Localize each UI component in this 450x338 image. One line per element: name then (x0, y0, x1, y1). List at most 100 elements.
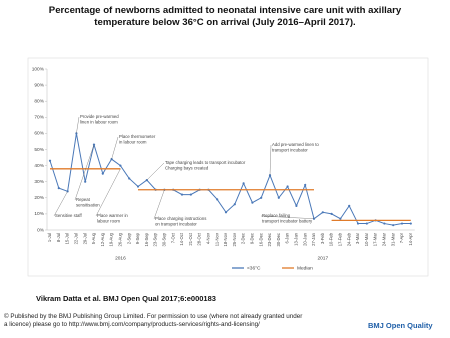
x-tick-label: 12-Aug (100, 232, 105, 246)
x-tick-label: 18-Nov (223, 232, 228, 246)
data-point (383, 222, 386, 225)
annotation: in labour room (119, 140, 147, 145)
y-tick-label: 60% (34, 131, 44, 137)
x-tick-label: 7-Apr (399, 232, 404, 243)
x-tick-label: 9-Sep (135, 232, 140, 244)
annotation: labour room (97, 219, 120, 224)
x-tick-label: 5-Aug (91, 232, 96, 244)
data-point (365, 222, 368, 225)
legend-label: <36°C (247, 265, 261, 271)
y-tick-label: 0% (37, 227, 45, 233)
x-tick-label: 8-Jul (56, 233, 61, 242)
x-tick-label: 15-Jul (65, 233, 70, 244)
year-label: 2016 (115, 255, 126, 261)
x-tick-label: 27-Jan (311, 232, 316, 245)
annotation: sensitisation (76, 203, 100, 208)
data-point (224, 211, 228, 214)
annotation-leader (269, 144, 272, 176)
x-tick-label: 24-Mar (382, 232, 387, 246)
data-point (260, 196, 263, 199)
x-tick-label: 10-Feb (329, 232, 334, 246)
annotation: Place thermometer (119, 134, 156, 139)
y-tick-label: 20% (34, 195, 44, 201)
chart-title: Percentage of newborns admitted to neona… (48, 5, 402, 28)
data-point (101, 172, 104, 175)
x-tick-label: 2-Dec (241, 233, 246, 244)
data-point (321, 211, 324, 214)
y-tick-label: 10% (34, 211, 44, 217)
annotation-leader (74, 144, 95, 201)
data-point (48, 159, 52, 162)
data-point (57, 187, 60, 190)
annotation-leader (111, 136, 119, 160)
data-point (84, 180, 87, 183)
y-tick-label: 40% (34, 163, 44, 169)
data-line (49, 133, 411, 226)
year-label: 2017 (317, 255, 328, 261)
annotation: Place charging instructions (155, 216, 206, 221)
y-tick-label: 50% (34, 147, 44, 153)
annotation-leader (260, 215, 315, 219)
annotation-leader (53, 191, 68, 217)
x-tick-label: 10-Mar (364, 232, 369, 246)
y-tick-label: 30% (34, 179, 44, 185)
data-point (400, 222, 404, 225)
y-tick-label: 70% (34, 115, 44, 121)
median-line (50, 168, 411, 221)
data-point (304, 183, 307, 187)
annotation-leader (153, 189, 165, 220)
chart-frame (27, 57, 429, 277)
logo: BMJ Open Quality (368, 321, 433, 330)
x-tick-label: 25-Nov (232, 232, 237, 246)
data-point (409, 222, 412, 225)
annotation-leader (146, 162, 165, 181)
x-tick-label: 28-Oct (197, 232, 202, 245)
annotation: transport incubator battery (262, 219, 313, 224)
x-tick-label: 23-Sep (153, 232, 158, 246)
x-tick-label: 26-Aug (118, 232, 123, 246)
data-point (392, 224, 395, 227)
data-point (330, 212, 333, 215)
x-tick-label: 16-Dec (258, 233, 263, 247)
annotation: Provide pre-warmed (80, 114, 119, 119)
y-tick-label: 80% (34, 98, 44, 104)
x-tick-label: 9-Dec (250, 233, 255, 244)
annotation-leader (76, 116, 80, 134)
data-point (92, 143, 96, 146)
x-tick-label: 3-Feb (320, 232, 325, 244)
x-tick-label: 11-Nov (214, 232, 219, 246)
x-tick-label: 1-Jul (47, 233, 52, 242)
x-tick-label: 31-Mar (390, 232, 395, 246)
x-tick-label: 24-Feb (346, 232, 351, 246)
legend-label: Median (297, 265, 313, 271)
x-tick-label: 7-Oct (170, 232, 175, 243)
annotation: on transport incubator (155, 222, 197, 227)
annotation: Charging bays created (165, 166, 209, 171)
annotation: Place warmer in (97, 213, 128, 218)
annotation: linen in labour room (80, 120, 118, 125)
x-tick-label: 22-Jul (74, 233, 79, 244)
annotation: transport incubator (272, 148, 308, 153)
annotation-leader (95, 168, 121, 217)
data-point (251, 201, 254, 204)
x-tick-label: 20-Jan (302, 232, 307, 245)
x-tick-label: 30-Sep (162, 232, 167, 246)
annotation: Repeat (76, 197, 91, 202)
data-point (339, 217, 342, 220)
annotation: Add pre-warmed linen to (272, 142, 319, 147)
footer: © Published by the BMJ Publishing Group … (4, 313, 303, 328)
data-point (128, 177, 131, 180)
x-tick-label: 17-Mar (373, 232, 378, 246)
x-tick-label: 13-Jan (294, 232, 299, 245)
data-point (136, 185, 140, 188)
x-tick-label: 30-Dec (276, 233, 281, 247)
citation: Vikram Datta et al. BMJ Open Qual 2017;6… (36, 294, 216, 303)
x-tick-label: 23-Dec (267, 233, 272, 247)
x-tick-label: 16-Sep (144, 232, 149, 246)
x-tick-label: 3-Mar (355, 232, 360, 244)
x-tick-label: 19-Aug (109, 232, 114, 246)
data-point (66, 190, 69, 193)
annotation: Sensitive staff (55, 213, 82, 218)
chart: 0% 10% 20% 30% 40% 50% 60% 70% 80% 90% 100% 1-Jul 8-… (27, 57, 429, 277)
x-tick-label: 4-Nov (206, 232, 211, 244)
